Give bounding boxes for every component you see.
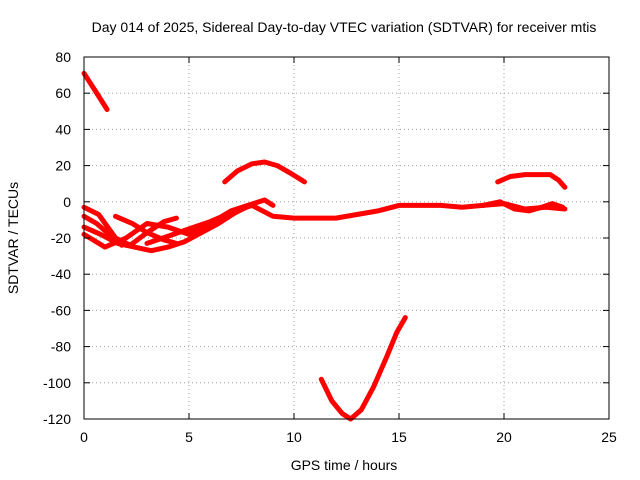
y-tick-label: 20 (55, 158, 71, 174)
series-arc-j (495, 172, 568, 190)
x-axis-label: GPS time / hours (291, 457, 398, 473)
y-tick-label: -100 (43, 375, 71, 391)
x-tick-label: 5 (185, 429, 193, 445)
y-tick-label: -20 (51, 230, 71, 246)
series-arc-a (81, 70, 110, 112)
x-tick-label: 25 (601, 429, 617, 445)
x-tick-label: 15 (391, 429, 407, 445)
y-axis-label: SDTVAR / TECUs (5, 182, 21, 294)
y-tick-label: 40 (55, 121, 71, 137)
y-tick-label: 60 (55, 85, 71, 101)
y-tick-label: -120 (43, 411, 71, 427)
series-arc-h (222, 159, 307, 185)
y-tick-label: -60 (51, 302, 71, 318)
y-tick-label: -40 (51, 266, 71, 282)
chart-title: Day 014 of 2025, Sidereal Day-to-day VTE… (92, 19, 597, 35)
y-tick-label: -80 (51, 339, 71, 355)
series-arc-k (480, 199, 566, 214)
series-arc-f (113, 213, 179, 246)
y-tick-label: 0 (63, 194, 71, 210)
x-tick-label: 0 (80, 429, 88, 445)
series-arc-g (144, 201, 568, 246)
tick-layer: 0 5 10 15 20 25 -120 -100 -80 -60 -40 -20 0 20 40 60 80 (43, 49, 617, 445)
series-layer (81, 70, 568, 422)
series-arc-d (81, 202, 253, 254)
x-tick-label: 20 (496, 429, 512, 445)
series-arc-i (318, 315, 408, 422)
x-tick-label: 10 (286, 429, 302, 445)
y-tick-label: 80 (55, 49, 71, 65)
